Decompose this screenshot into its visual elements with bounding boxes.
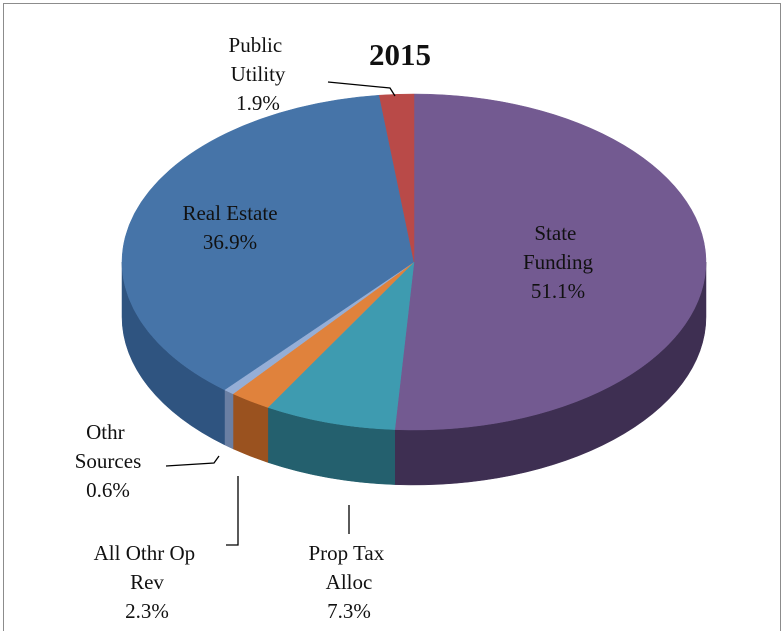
slice bbox=[267, 261, 415, 430]
slice-label: All Othr Op Rev bbox=[94, 541, 201, 594]
value-label: 1.9% bbox=[236, 91, 280, 115]
chart-title: 2015 bbox=[369, 37, 431, 72]
slice-label: Prop Tax Alloc bbox=[309, 541, 390, 594]
value-label: 2.3% bbox=[125, 599, 169, 623]
value-label: 0.6% bbox=[86, 478, 130, 502]
slice-label: Real Estate bbox=[182, 201, 277, 225]
leader-line bbox=[165, 455, 220, 467]
slice bbox=[121, 94, 415, 391]
value-label: 7.3% bbox=[327, 599, 371, 623]
leader-line bbox=[226, 476, 239, 546]
slice bbox=[378, 93, 415, 263]
pie-tops bbox=[121, 93, 707, 431]
slice-label: Othr Sources bbox=[75, 420, 142, 473]
slice bbox=[394, 93, 707, 431]
value-label: 51.1% bbox=[531, 279, 585, 303]
labels: State Funding 51.1% Prop Tax Alloc 7.3% All … bbox=[75, 33, 594, 623]
slice-label: State Funding bbox=[523, 221, 594, 274]
value-label: 36.9% bbox=[203, 230, 257, 254]
leader-line bbox=[327, 81, 396, 97]
slice-side bbox=[224, 389, 234, 450]
slice-label: Public Utility bbox=[229, 33, 288, 86]
